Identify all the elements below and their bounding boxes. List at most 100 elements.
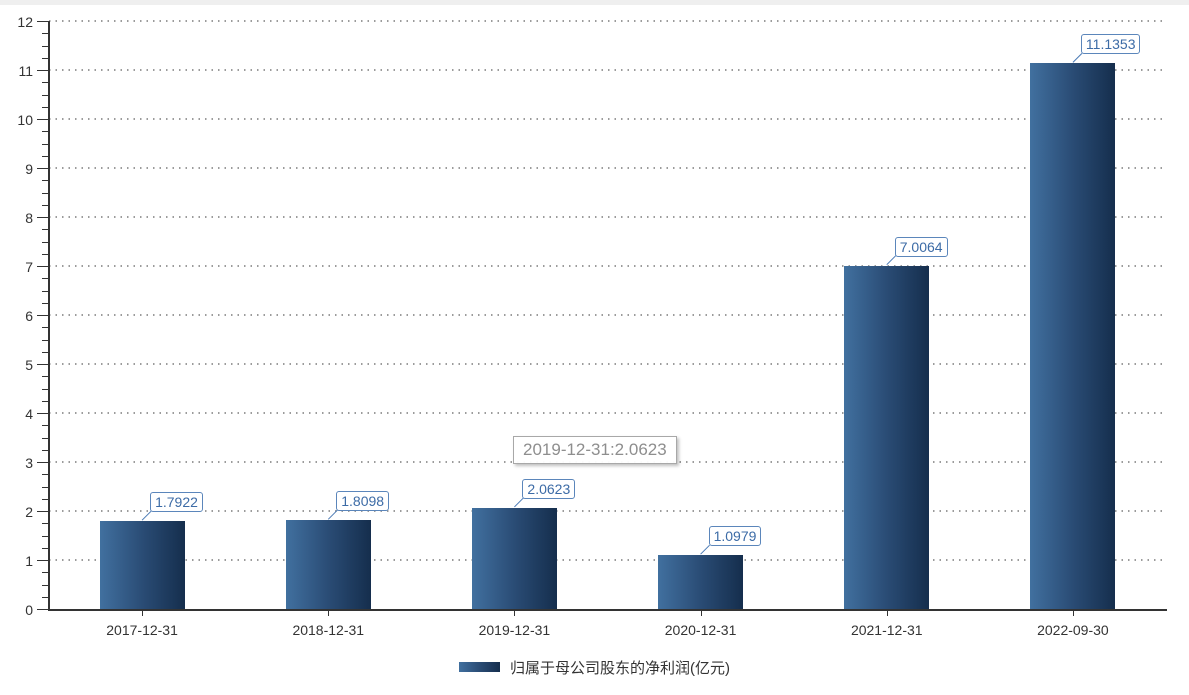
y-minor-tick (42, 437, 49, 439)
bar-2022-09-30[interactable] (1030, 63, 1116, 609)
y-minor-tick (42, 290, 49, 292)
y-minor-tick (42, 339, 49, 341)
y-minor-tick (42, 57, 49, 59)
hover-tooltip: 2019-12-31:2.0623 (513, 436, 677, 464)
y-minor-tick (42, 425, 49, 427)
y-axis-tick-label: 12 (17, 14, 33, 30)
y-axis-tick-label: 7 (25, 259, 33, 275)
y-minor-tick (42, 204, 49, 206)
y-gridline (49, 510, 1166, 512)
y-major-tick (37, 560, 49, 561)
bar-value-label: 1.7922 (150, 492, 203, 513)
legend[interactable]: 归属于母公司股东的净利润(亿元) (0, 654, 1189, 680)
bar-2017-12-31[interactable] (99, 521, 185, 609)
y-major-tick (37, 70, 49, 71)
bar-2020-12-31[interactable] (658, 555, 744, 609)
y-axis-tick-label: 9 (25, 161, 33, 177)
y-gridline (49, 118, 1166, 120)
legend-swatch-icon[interactable] (459, 662, 500, 672)
y-major-tick (37, 413, 49, 414)
y-gridline (49, 363, 1166, 365)
x-axis-label: 2018-12-31 (292, 622, 365, 638)
y-minor-tick (42, 498, 49, 500)
y-axis-tick-label: 6 (25, 308, 33, 324)
x-axis-label: 2017-12-31 (106, 622, 178, 638)
y-minor-tick (42, 388, 49, 390)
y-gridline (49, 216, 1166, 218)
y-major-tick (37, 21, 49, 22)
y-minor-tick (42, 82, 49, 84)
y-minor-tick (42, 33, 49, 35)
y-minor-tick (42, 535, 49, 537)
y-axis-tick-label: 4 (25, 406, 33, 422)
x-axis-tick (514, 610, 516, 616)
y-major-tick (37, 364, 49, 365)
bar-value-label: 7.0064 (894, 236, 948, 257)
y-axis-tick-label: 5 (25, 357, 33, 373)
x-axis-label: 2022-09-30 (1037, 622, 1109, 638)
y-major-tick (37, 217, 49, 218)
x-axis-label: 2019-12-31 (478, 622, 551, 638)
bar-value-label: 2.0623 (522, 478, 576, 499)
bar-value-label: 1.8098 (336, 491, 390, 512)
y-minor-tick (42, 143, 49, 145)
y-major-tick (37, 315, 49, 316)
y-axis-tick-label: 11 (18, 63, 33, 79)
x-axis-label: 2021-12-31 (850, 622, 923, 638)
y-minor-tick (42, 523, 49, 525)
y-minor-tick (42, 449, 49, 451)
y-axis-tick-label: 2 (25, 504, 33, 520)
y-minor-tick (42, 106, 49, 108)
y-axis-tick-label: 8 (25, 210, 33, 226)
y-axis-line (48, 21, 50, 610)
y-minor-tick (42, 351, 49, 353)
y-minor-tick (42, 400, 49, 402)
x-axis-line (48, 609, 1167, 611)
y-minor-tick (42, 302, 49, 304)
y-axis-tick-label: 10 (17, 112, 33, 128)
y-minor-tick (42, 241, 49, 243)
y-minor-tick (42, 229, 49, 231)
value-callout-line (514, 497, 524, 508)
top-strip (0, 0, 1189, 5)
bar-value-label: 1.0979 (708, 526, 762, 547)
y-minor-tick (42, 584, 49, 586)
y-major-tick (37, 511, 49, 512)
y-minor-tick (42, 474, 49, 476)
x-axis-tick (886, 610, 888, 616)
value-callout-line (141, 510, 152, 521)
value-callout-line (700, 544, 710, 555)
y-minor-tick (42, 131, 49, 133)
y-major-tick (37, 462, 49, 463)
y-major-tick (37, 609, 49, 610)
y-gridline (49, 314, 1166, 316)
y-gridline (49, 265, 1166, 267)
value-callout-line (1072, 53, 1083, 63)
y-minor-tick (42, 155, 49, 157)
x-axis-tick (700, 610, 702, 616)
y-axis-tick-label: 1 (25, 553, 33, 569)
y-minor-tick (42, 572, 49, 574)
bar-2021-12-31[interactable] (844, 265, 930, 609)
y-gridline (49, 167, 1166, 169)
y-gridline (49, 20, 1166, 22)
x-axis-tick (328, 610, 330, 616)
y-minor-tick (42, 278, 49, 280)
bar-2018-12-31[interactable] (285, 520, 371, 609)
y-minor-tick (42, 94, 49, 96)
x-axis-tick (142, 610, 144, 616)
y-minor-tick (42, 486, 49, 488)
y-gridline (49, 412, 1166, 414)
legend-label[interactable]: 归属于母公司股东的净利润(亿元) (510, 659, 730, 677)
y-axis-tick-label: 0 (25, 602, 33, 618)
y-minor-tick (42, 596, 49, 598)
y-minor-tick (42, 376, 49, 378)
bar-2019-12-31[interactable] (471, 507, 557, 609)
y-gridline (49, 559, 1166, 561)
value-callout-line (886, 255, 897, 266)
y-minor-tick (42, 547, 49, 549)
y-minor-tick (42, 192, 49, 194)
y-minor-tick (42, 180, 49, 182)
x-axis-tick (1072, 610, 1074, 616)
